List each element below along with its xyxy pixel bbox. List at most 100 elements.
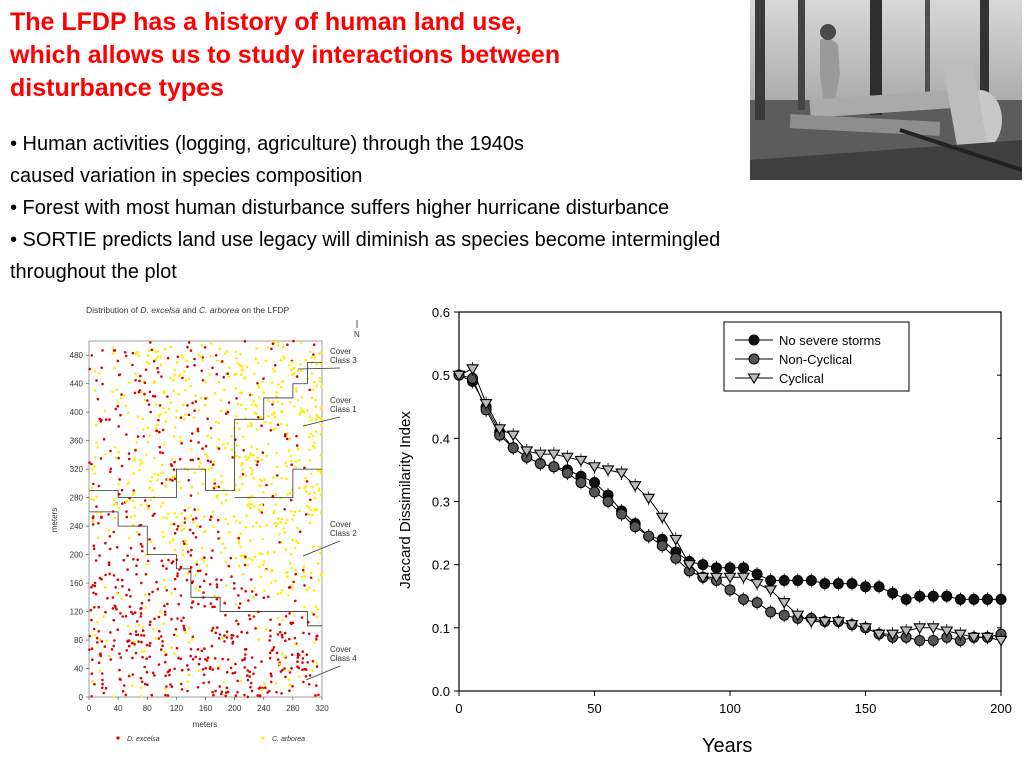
tree-point bbox=[127, 674, 131, 678]
tree-point bbox=[262, 377, 265, 380]
tree-point bbox=[300, 410, 303, 414]
tree-point bbox=[146, 399, 149, 402]
tree-point bbox=[264, 569, 268, 572]
tree-point bbox=[245, 631, 249, 634]
tree-point bbox=[311, 434, 315, 438]
tree-point bbox=[191, 635, 195, 639]
tree-point bbox=[103, 409, 107, 413]
tree-point bbox=[276, 522, 280, 526]
tree-point bbox=[215, 372, 218, 376]
tree-point bbox=[95, 423, 98, 427]
tree-point bbox=[250, 403, 253, 407]
data-point bbox=[656, 540, 668, 552]
tree-point bbox=[115, 608, 118, 611]
tree-point bbox=[206, 434, 209, 438]
tree-point bbox=[303, 486, 306, 490]
tree-point bbox=[144, 606, 148, 610]
tree-point bbox=[219, 398, 223, 402]
tree-point bbox=[166, 694, 170, 697]
tree-point bbox=[91, 523, 95, 526]
tree-point bbox=[200, 546, 204, 550]
tree-point bbox=[172, 378, 175, 382]
tree-point bbox=[170, 617, 173, 621]
tree-point bbox=[274, 493, 277, 496]
tree-point bbox=[108, 535, 112, 538]
tree-point bbox=[184, 631, 187, 635]
title-line: The LFDP has a history of human land use… bbox=[10, 8, 523, 36]
tree-point bbox=[120, 597, 123, 601]
tree-point bbox=[217, 447, 221, 450]
data-point bbox=[968, 593, 980, 605]
tree-point bbox=[305, 480, 309, 483]
tree-point bbox=[179, 682, 183, 686]
tree-point bbox=[112, 498, 116, 501]
tree-point bbox=[119, 612, 122, 615]
tree-point bbox=[190, 548, 193, 552]
data-point bbox=[506, 430, 520, 442]
tree-point bbox=[315, 483, 319, 486]
tree-point bbox=[313, 446, 317, 449]
tree-point bbox=[275, 651, 279, 655]
tree-point bbox=[184, 413, 187, 416]
tree-point bbox=[284, 521, 288, 525]
tree-point bbox=[314, 605, 318, 608]
tree-point bbox=[289, 368, 293, 371]
tree-point bbox=[209, 518, 212, 522]
tree-point bbox=[209, 436, 213, 440]
tree-point bbox=[279, 591, 283, 595]
tree-point bbox=[273, 412, 276, 415]
tree-point bbox=[216, 667, 220, 670]
tree-point bbox=[227, 564, 231, 568]
tree-point bbox=[141, 461, 144, 465]
tree-point bbox=[192, 521, 195, 524]
tree-point bbox=[234, 557, 238, 560]
data-point bbox=[778, 609, 790, 621]
tree-point bbox=[200, 369, 204, 373]
map-x-tick-label: 240 bbox=[257, 704, 271, 713]
tree-point bbox=[122, 394, 126, 397]
tree-point bbox=[272, 646, 276, 649]
tree-point bbox=[117, 450, 121, 454]
tree-point bbox=[301, 650, 305, 653]
tree-point bbox=[283, 531, 287, 534]
tree-point bbox=[188, 570, 191, 573]
tree-point bbox=[294, 569, 297, 572]
tree-point bbox=[153, 380, 156, 384]
tree-point bbox=[269, 680, 273, 684]
tree-point bbox=[270, 413, 274, 416]
tree-point bbox=[112, 695, 115, 698]
legend-marker-icon bbox=[747, 373, 761, 385]
tree-point bbox=[296, 448, 300, 451]
tree-point bbox=[189, 439, 193, 443]
tree-point bbox=[284, 615, 288, 618]
legend-label-d-excelsa: D. excelsa bbox=[127, 736, 160, 743]
tree-point bbox=[266, 691, 269, 694]
tree-point bbox=[135, 572, 138, 576]
tree-point bbox=[156, 478, 159, 482]
tree-point bbox=[173, 435, 176, 438]
tree-point bbox=[98, 669, 102, 672]
tree-point bbox=[243, 563, 247, 567]
tree-point bbox=[301, 657, 305, 660]
tree-point bbox=[237, 362, 240, 365]
tree-point bbox=[140, 640, 143, 644]
tree-point bbox=[95, 441, 98, 444]
tree-point bbox=[209, 426, 213, 430]
tree-point bbox=[184, 389, 187, 392]
tree-point bbox=[137, 623, 140, 627]
tree-point bbox=[137, 640, 140, 643]
data-point bbox=[791, 610, 805, 622]
tree-point bbox=[186, 689, 189, 693]
tree-point bbox=[170, 464, 174, 467]
data-point bbox=[520, 446, 534, 458]
tree-point bbox=[184, 539, 188, 543]
data-point bbox=[479, 399, 493, 410]
tree-point bbox=[296, 369, 300, 373]
tree-point bbox=[176, 524, 180, 528]
tree-point bbox=[245, 365, 249, 369]
tree-point bbox=[257, 687, 261, 690]
tree-point bbox=[208, 583, 212, 586]
tree-point bbox=[268, 651, 272, 655]
tree-point bbox=[187, 506, 191, 509]
